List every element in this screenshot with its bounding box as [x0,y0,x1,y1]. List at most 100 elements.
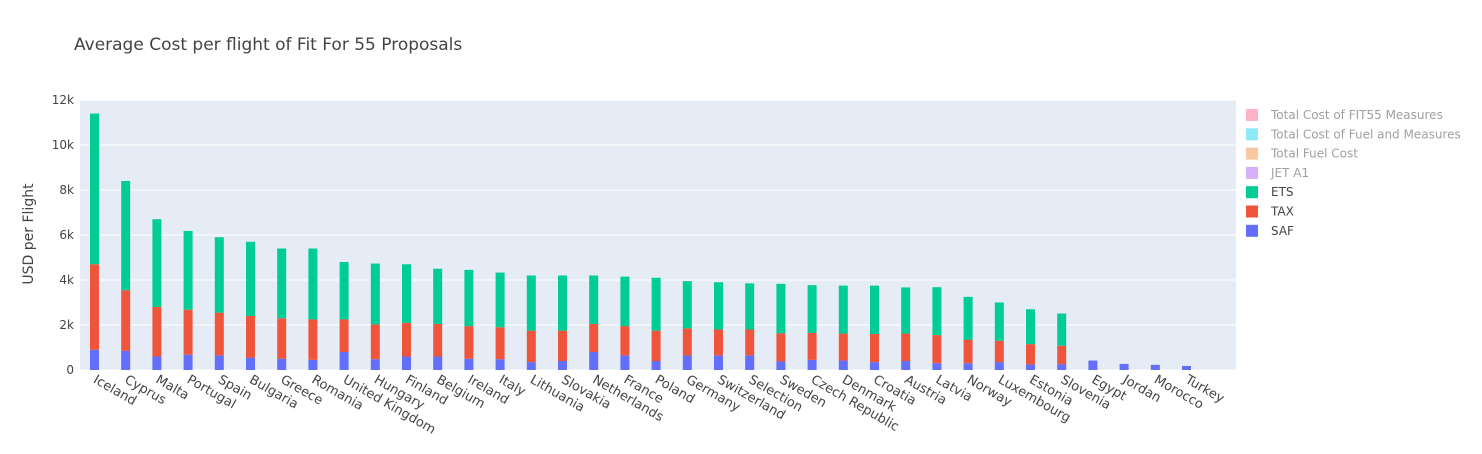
bar-tax-sweden[interactable] [776,333,786,362]
bar-saf-greece[interactable] [277,358,287,370]
legend-item-jet-a1[interactable]: JET A1 [1246,166,1309,180]
bar-saf-spain[interactable] [214,355,224,370]
bar-tax-hungary[interactable] [370,324,380,360]
bar-saf-latvia[interactable] [932,363,942,370]
bar-tax-croatia[interactable] [870,334,879,363]
bar-saf-netherlands[interactable] [589,352,599,370]
bar-ets-finland[interactable] [402,264,411,323]
bar-saf-germany[interactable] [682,355,692,370]
bar-saf-egypt[interactable] [1088,360,1098,370]
bar-tax-latvia[interactable] [932,335,942,364]
bar-tax-switzerland[interactable] [714,329,723,356]
bar-saf-croatia[interactable] [870,362,879,370]
bar-ets-malta[interactable] [152,219,162,307]
bar-saf-romania[interactable] [308,359,318,370]
bar-ets-germany[interactable] [682,281,692,329]
bar-saf-luxembourg[interactable] [994,362,1004,370]
bar-tax-denmark[interactable] [838,333,848,361]
bar-saf-iceland[interactable] [90,349,99,370]
bar-saf-bulgaria[interactable] [246,357,255,370]
bar-saf-belgium[interactable] [433,356,443,371]
bar-ets-romania[interactable] [308,248,318,320]
bar-ets-lithuania[interactable] [526,275,536,331]
bar-saf-sweden[interactable] [776,361,786,370]
bar-ets-austria[interactable] [901,287,911,334]
bar-tax-netherlands[interactable] [589,323,599,352]
bar-saf-slovakia[interactable] [558,361,567,370]
bar-tax-cyprus[interactable] [121,290,131,351]
bars-layer[interactable] [90,113,1191,371]
bar-ets-hungary[interactable] [370,263,380,325]
bar-ets-france[interactable] [620,276,630,327]
bar-ets-netherlands[interactable] [589,275,599,324]
bar-tax-slovenia[interactable] [1057,345,1067,365]
bar-ets-croatia[interactable] [870,285,879,334]
bar-saf-portugal[interactable] [183,354,193,370]
bar-ets-portugal[interactable] [183,230,193,310]
bar-saf-jordan[interactable] [1119,363,1129,370]
bar-tax-bulgaria[interactable] [246,316,255,358]
bar-saf-finland[interactable] [402,356,411,371]
bar-ets-bulgaria[interactable] [246,241,255,316]
bar-tax-italy[interactable] [495,327,505,360]
legend-item-total-cost-of-fuel-and-measures[interactable]: Total Cost of Fuel and Measures [1246,127,1461,141]
bar-tax-estonia[interactable] [1026,344,1035,365]
bar-ets-poland[interactable] [651,277,661,331]
bar-tax-iceland[interactable] [90,264,99,350]
bar-ets-slovakia[interactable] [558,275,567,331]
bar-ets-cyprus[interactable] [121,181,131,291]
bar-ets-selection[interactable] [745,283,755,330]
legend-item-tax[interactable]: TAX [1246,205,1294,219]
bar-ets-sweden[interactable] [776,283,786,334]
bar-saf-denmark[interactable] [838,360,848,370]
bar-tax-czech-republic[interactable] [807,332,817,360]
legend[interactable]: Total Cost of FIT55 Measures Total Cost o… [1246,108,1461,238]
bar-saf-switzerland[interactable] [714,355,723,370]
bar-ets-denmark[interactable] [838,285,848,334]
bar-ets-belgium[interactable] [433,268,443,324]
bar-tax-finland[interactable] [402,322,411,357]
bar-saf-hungary[interactable] [370,359,380,370]
bar-tax-lithuania[interactable] [526,330,536,363]
bar-tax-france[interactable] [620,326,630,356]
bar-ets-latvia[interactable] [932,287,942,336]
bar-tax-austria[interactable] [901,333,911,361]
bar-ets-norway[interactable] [963,296,973,340]
bar-saf-slovenia[interactable] [1057,364,1067,370]
bar-saf-france[interactable] [620,355,630,370]
bar-ets-slovenia[interactable] [1057,313,1067,346]
bar-saf-selection[interactable] [745,355,755,370]
bar-tax-poland[interactable] [651,330,661,361]
bar-tax-germany[interactable] [682,328,692,356]
bar-tax-portugal[interactable] [183,309,193,355]
bar-tax-spain[interactable] [214,312,224,356]
bar-saf-czech-republic[interactable] [807,359,817,370]
bar-tax-malta[interactable] [152,307,162,357]
bar-ets-spain[interactable] [214,237,224,313]
bar-tax-belgium[interactable] [433,323,443,357]
legend-item-ets[interactable]: ETS [1246,185,1294,199]
legend-item-total-cost-of-fit55-measures[interactable]: Total Cost of FIT55 Measures [1246,108,1443,122]
bar-saf-malta[interactable] [152,356,162,371]
bar-tax-slovakia[interactable] [558,330,567,361]
bar-saf-lithuania[interactable] [526,362,536,370]
bar-ets-united-kingdom[interactable] [339,262,349,320]
bar-saf-ireland[interactable] [464,358,474,370]
bar-ets-iceland[interactable] [90,113,99,265]
bar-ets-greece[interactable] [277,248,287,319]
bar-saf-estonia[interactable] [1026,364,1035,370]
bar-saf-united-kingdom[interactable] [339,352,349,370]
bar-saf-norway[interactable] [963,363,973,370]
legend-item-total-fuel-cost[interactable]: Total Fuel Cost [1246,147,1358,161]
bar-tax-luxembourg[interactable] [994,340,1004,363]
bar-ets-italy[interactable] [495,272,505,328]
bar-ets-ireland[interactable] [464,269,474,327]
bar-ets-luxembourg[interactable] [994,302,1004,341]
bar-ets-estonia[interactable] [1026,309,1035,345]
bar-tax-selection[interactable] [745,329,755,356]
bar-ets-czech-republic[interactable] [807,285,817,333]
bar-saf-cyprus[interactable] [121,350,131,370]
bar-ets-switzerland[interactable] [714,282,723,330]
bar-saf-austria[interactable] [901,361,911,370]
bar-tax-romania[interactable] [308,319,318,360]
